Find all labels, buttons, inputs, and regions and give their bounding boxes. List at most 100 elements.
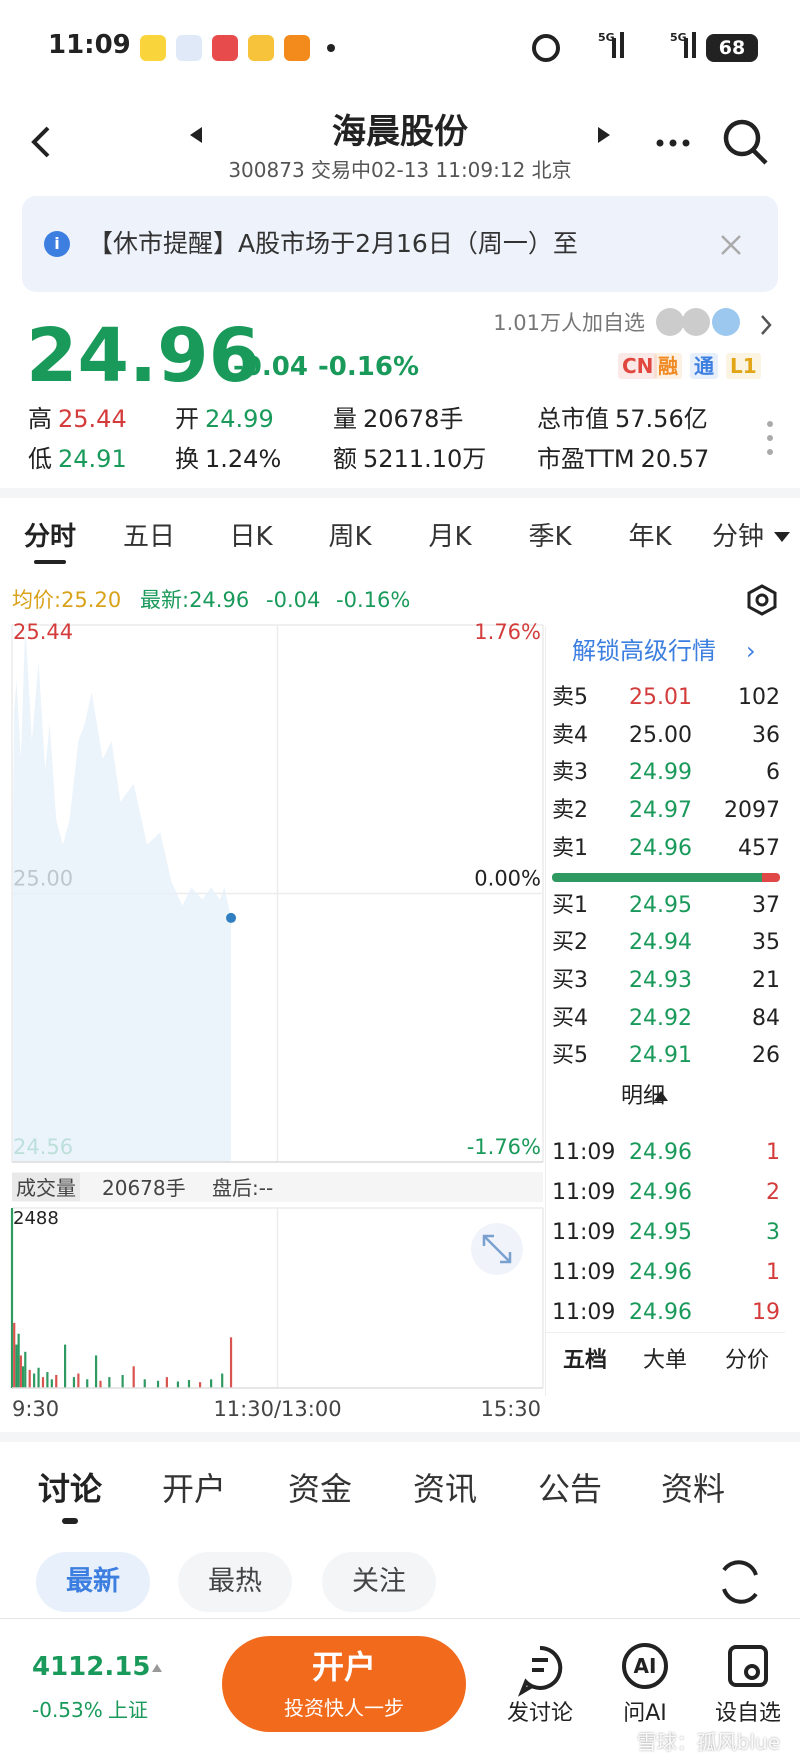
button-subtitle[interactable]: 投资快人一步: [284, 1696, 404, 1720]
stat-value: 5211.10万: [363, 445, 487, 474]
level-label: 卖5: [552, 684, 588, 710]
dropdown-icon[interactable]: [774, 532, 790, 542]
index-name: 上证: [108, 1698, 148, 1722]
badge: 通: [690, 353, 718, 379]
back-icon[interactable]: [31, 126, 50, 158]
refresh-icon[interactable]: [722, 1560, 758, 1604]
period-tab[interactable]: 日K: [229, 522, 273, 553]
stat-value: 1.24%: [205, 445, 282, 474]
feed-tab[interactable]: 讨论: [37, 1470, 103, 1509]
trade-time: 11:09: [552, 1299, 616, 1325]
stat-value: 57.56亿: [615, 405, 708, 434]
x-tick-label: 15:30: [480, 1397, 541, 1421]
filter-pill[interactable]: [36, 1552, 150, 1612]
feed-filter[interactable]: 最热: [208, 1566, 262, 1598]
unlock-arrow: ›: [746, 637, 756, 666]
volume-bar: [64, 1344, 67, 1388]
unlock-link[interactable]: 解锁高级行情: [572, 637, 716, 666]
period-tab[interactable]: 分钟: [711, 522, 765, 553]
period-tab[interactable]: 年K: [628, 522, 672, 553]
bottom-bar-border: [0, 1618, 800, 1619]
arrow-icon[interactable]: [761, 315, 772, 335]
more-icon[interactable]: [656, 139, 690, 147]
separator: [0, 1432, 800, 1442]
trade-price: 24.96: [629, 1299, 692, 1325]
level-price: 25.01: [629, 684, 692, 710]
price-area: [12, 625, 232, 1162]
period-tab[interactable]: 周K: [328, 522, 372, 553]
settings-icon[interactable]: [747, 584, 777, 616]
filter-pill[interactable]: [178, 1552, 292, 1612]
trade-price: 24.96: [629, 1139, 692, 1165]
level-volume: 2097: [724, 798, 780, 824]
level-price: 24.92: [629, 1005, 692, 1031]
level-volume: 6: [766, 760, 780, 786]
period-tab[interactable]: 季K: [528, 522, 572, 553]
feed-tab[interactable]: 资料: [660, 1470, 726, 1509]
ai-icon[interactable]: [622, 1643, 668, 1689]
stat-value: 24.91: [58, 445, 127, 474]
expand-icon[interactable]: [482, 1234, 512, 1264]
notice-box[interactable]: [22, 196, 778, 292]
volume-bar: [13, 1322, 16, 1388]
volume-bar: [72, 1377, 76, 1388]
last-price: 24.96: [26, 312, 261, 399]
period-tab[interactable]: 分时: [23, 522, 77, 553]
stat: 换 1.24%: [175, 444, 281, 475]
order-tab[interactable]: 五档: [562, 1347, 608, 1373]
action-label[interactable]: 设自选: [714, 1700, 782, 1726]
button-title[interactable]: 开户: [311, 1648, 377, 1687]
period-tab[interactable]: 五日: [122, 522, 176, 553]
volume-bar: [198, 1382, 202, 1388]
stat-label: 高: [28, 405, 52, 434]
open-account-button[interactable]: [222, 1636, 466, 1732]
action-label[interactable]: 问AI: [623, 1700, 667, 1726]
watchlist-icon[interactable]: [728, 1645, 768, 1687]
volume-bar: [156, 1380, 160, 1388]
trade-time: 11:09: [552, 1219, 616, 1245]
badge: L1: [726, 353, 761, 379]
feed-filter[interactable]: 关注: [352, 1566, 406, 1598]
clock: 11:09: [48, 30, 131, 61]
order-tab[interactable]: 大单: [642, 1347, 688, 1373]
next-icon[interactable]: [598, 127, 610, 143]
feed-filter[interactable]: 最新: [66, 1566, 120, 1598]
volume-bar: [15, 1344, 18, 1388]
latest-change: -0.04: [266, 588, 321, 613]
filter-pill[interactable]: [322, 1552, 436, 1612]
level-price: 24.96: [629, 835, 692, 861]
stat: 总市值 57.56亿: [537, 404, 708, 435]
badge: 融: [654, 353, 682, 379]
period-tab[interactable]: 月K: [428, 522, 472, 553]
stat-value: 20678手: [363, 405, 464, 434]
close-icon[interactable]: [721, 235, 741, 255]
order-tab[interactable]: 分价: [724, 1347, 770, 1373]
prev-icon[interactable]: [190, 127, 202, 143]
index-arrow: [152, 1664, 162, 1672]
latest-change-pct: -0.16%: [336, 588, 411, 613]
feed-tab[interactable]: 开户: [161, 1470, 227, 1509]
feed-tab[interactable]: 资金: [287, 1470, 353, 1509]
detail-title[interactable]: 明细: [620, 1083, 666, 1109]
action-label[interactable]: 发讨论: [506, 1700, 574, 1726]
comment-icon[interactable]: [517, 1645, 563, 1697]
stat: 开 24.99: [175, 404, 274, 435]
level-volume: 102: [738, 684, 780, 710]
followers: 1.01万人加自选: [493, 311, 645, 336]
volume-bar: [77, 1373, 80, 1388]
stat-label: 市盈TTM: [537, 445, 635, 474]
y-tick-label: 2488: [13, 1208, 59, 1229]
volume-bar: [19, 1355, 22, 1388]
trade-volume: 3: [766, 1219, 780, 1245]
volume-bar: [55, 1374, 58, 1388]
level-label: 买2: [552, 930, 588, 956]
stat: 低 24.91: [28, 444, 127, 475]
side-menu-icon[interactable]: [767, 421, 773, 455]
feed-tab[interactable]: 公告: [537, 1470, 603, 1509]
feed-tab[interactable]: 资讯: [412, 1470, 478, 1509]
trade-time: 11:09: [552, 1179, 616, 1205]
search-icon[interactable]: [723, 119, 768, 165]
status-icons: [532, 32, 758, 62]
level-volume: 84: [752, 1005, 780, 1031]
stat: 额 5211.10万: [333, 444, 486, 475]
